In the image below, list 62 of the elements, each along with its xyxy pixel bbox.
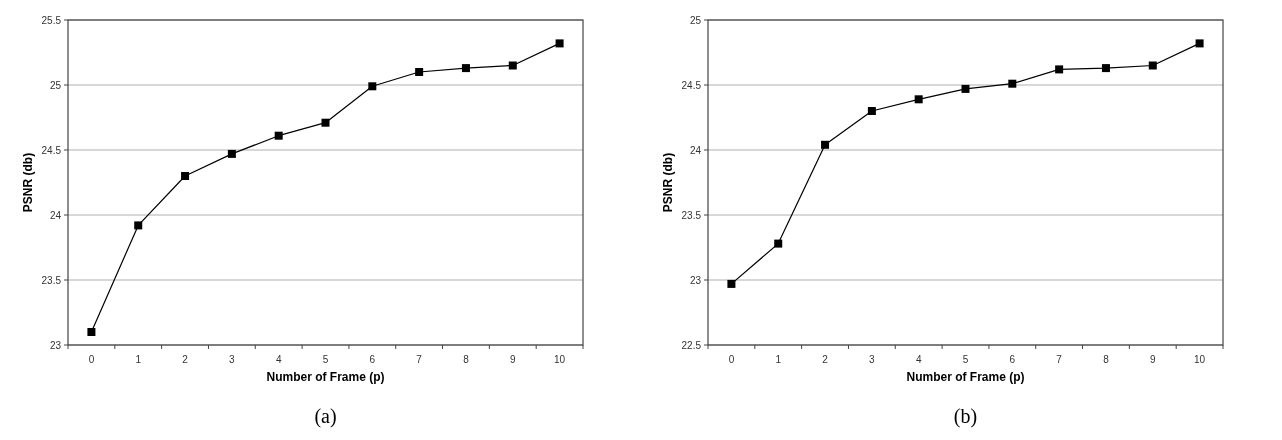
point [321,118,330,127]
y-tick-label: 23.5 [681,209,702,221]
point [727,279,736,288]
x-tick-label: 4 [275,354,282,365]
x-tick-label: 3 [229,354,236,365]
x-tick-label: 5 [322,354,329,365]
point [867,107,876,115]
x-tick-label: 9 [509,354,516,365]
point [415,68,424,76]
y-tick-label: 25 [689,14,702,26]
x-axis-title: Number of Frame (p) [266,370,385,384]
x-tick-label: 2 [182,354,189,365]
point [914,95,923,104]
y-axis-title: PSNR (db) [661,152,675,213]
point [274,131,283,140]
point [1101,64,1110,73]
point [368,82,377,91]
point [555,39,564,48]
y-tick-label: 22.5 [681,339,702,351]
point [1008,79,1017,88]
y-tick-label: 24 [49,209,62,221]
y-tick-label: 25.5 [41,14,62,26]
point [134,221,143,230]
x-tick-label: 0 [728,354,735,365]
x-tick-label: 6 [369,354,376,365]
point [774,239,783,248]
point [508,61,517,70]
y-tick-label: 23 [49,339,62,351]
point [87,328,96,336]
x-tick-label: 4 [915,354,922,365]
x-tick-label: 10 [1194,354,1206,365]
x-tick-label: 7 [416,354,423,365]
x-tick-label: 3 [869,354,876,365]
point [1195,39,1204,48]
y-tick-label: 23.5 [41,274,62,286]
x-tick-label: 9 [1149,354,1156,365]
x-axis-title: Number of Frame (p) [906,370,1025,384]
x-tick-label: 0 [88,354,95,365]
x-tick-label: 10 [554,354,566,365]
text: (a) [314,405,337,428]
y-tick-label: 24 [689,144,702,156]
text: (b) [953,405,978,428]
point [1148,61,1157,70]
x-tick-label: 2 [822,354,829,365]
point [227,149,236,158]
y-axis-title: PSNR (db) [21,152,35,213]
x-tick-label: 8 [463,354,470,365]
point [821,140,830,149]
x-tick-label: 7 [1056,354,1063,365]
x-tick-label: 1 [135,354,142,365]
point [461,64,470,73]
y-tick-label: 24.5 [681,79,702,91]
y-tick-label: 23 [689,274,702,286]
x-tick-label: 5 [962,354,969,365]
point [181,172,190,180]
point [961,84,970,93]
y-tick-label: 25 [49,79,62,91]
point [1055,65,1064,74]
y-tick-label: 24.5 [41,144,62,156]
x-tick-label: 1 [775,354,782,365]
x-tick-label: 6 [1009,354,1016,365]
x-tick-label: 8 [1103,354,1110,365]
